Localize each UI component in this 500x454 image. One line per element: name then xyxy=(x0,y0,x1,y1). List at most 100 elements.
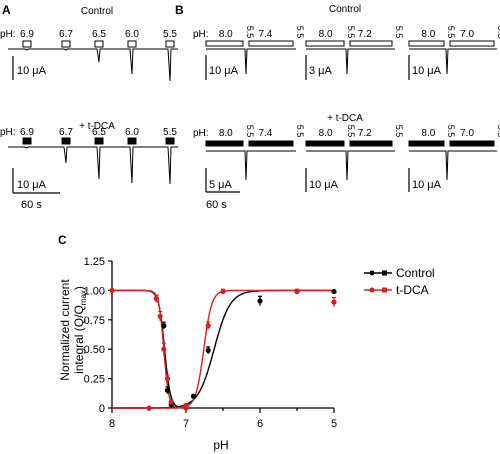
data-point-t-dca-desensitization-4 xyxy=(164,376,171,382)
panel-a-tdca-ph-5.5: 5.5 xyxy=(163,127,177,138)
panel-b-tdca-g2-test-ph-1: 5.5 xyxy=(346,125,356,138)
data-point-control-activation-2 xyxy=(205,347,211,353)
panel-c-data-points xyxy=(109,287,337,411)
panel-b-control-g2-bar-7.2 xyxy=(349,40,393,47)
legend: Control t-DCA xyxy=(364,266,435,297)
panel-b-tdca-g2-ph-7.2: 7.2 xyxy=(358,128,372,139)
y-axis-label-integral: integral (Q/Q xyxy=(72,305,86,374)
y-tick-label-0.25: 0.25 xyxy=(84,374,105,386)
legend-control-label: Control xyxy=(396,266,435,280)
panel-b-control-g1-bar-7.4 xyxy=(248,40,294,47)
panel-b-control-g2-ph-7.2: 7.2 xyxy=(358,29,372,40)
x-tick-label-7: 7 xyxy=(183,418,189,430)
legend-tdca-square-marker xyxy=(382,287,387,293)
legend-tdca-circle-marker xyxy=(369,287,375,293)
panel-a-letter: A xyxy=(2,3,11,17)
fit-curve-control-activation xyxy=(112,289,334,409)
panel-a-tdca-trace xyxy=(8,146,178,185)
panel-a-tdca-current-scale-label: 10 μA xyxy=(17,179,47,191)
panel-a-tdca-ph-labels: pH: 6.9 6.7 6.5 6.0 5.5 xyxy=(0,127,177,145)
panel-b-tdca-g2-ph-8.0: 8.0 xyxy=(319,128,333,139)
panel-b-tdca-g3-ph-7.0: 7.0 xyxy=(460,128,474,139)
y-axis-label-line1: Normalized current xyxy=(58,279,72,381)
data-point-control-desensitization-1 xyxy=(161,323,167,329)
panel-b-tdca-g3-test-ph-1: 5.5 xyxy=(446,125,456,138)
legend-control-circle-marker xyxy=(369,270,375,276)
panel-b-control-g3-test-ph-1: 5.5 xyxy=(446,26,456,39)
panel-b-tdca-g2-test-ph-2: 5.5 xyxy=(394,125,404,138)
panel-a-tdca-ph-6.7: 6.7 xyxy=(59,127,73,138)
panel-b-time-scale-label: 60 s xyxy=(206,199,227,211)
panel-a-control-ph-5.5: 5.5 xyxy=(163,29,177,40)
panel-b-condition-control: Control xyxy=(329,4,361,15)
panel-b-control-g2-current-trace xyxy=(306,48,395,75)
panel-b-control-g2-bar-8.0 xyxy=(305,40,345,47)
panel-b-tdca-g3-ph-8.0: 8.0 xyxy=(421,128,435,139)
panel-a-tdca-ph-6.0: 6.0 xyxy=(125,127,139,138)
panel-b-tdca-ph-prefix: pH: xyxy=(193,128,209,139)
data-point-control-activation-3 xyxy=(257,298,263,304)
panel-b-tdca-g2-bar-7.2 xyxy=(349,140,393,147)
panel-b-control-g2-test-ph-1: 5.5 xyxy=(346,26,356,39)
y-axis-label-sub: max xyxy=(79,290,88,305)
panel-a-condition-tdca: + t-DCA xyxy=(79,121,115,132)
panel-b-control-g3-ph-8.0: 8.0 xyxy=(421,29,435,40)
panel-b-tdca-g3-current-scale-label: 10 μA xyxy=(412,179,442,191)
panel-b-control-g1-ph-7.4: 7.4 xyxy=(258,29,272,40)
y-tick-label-0: 0 xyxy=(99,403,105,415)
panel-a-tdca-ph-6.5: 6.5 xyxy=(92,127,106,138)
fit-curve-control-desensitization xyxy=(112,289,190,409)
panel-a-control-ph-6.0: 6.0 xyxy=(125,29,139,40)
panel-b-tdca-traces: 8.0 7.45.5 5.55 μA8.0 7.25.5 5.510 μA8.0 7.05… xyxy=(205,125,500,192)
panel-b-control-g1-current-scale-label: 10 μA xyxy=(209,65,239,77)
panel-a-tdca-ph-6.9: 6.9 xyxy=(20,127,34,138)
panel-b-tdca-g1-ph-8.0: 8.0 xyxy=(219,128,233,139)
panel-b-control-g3-ph-7.0: 7.0 xyxy=(460,29,474,40)
data-point-t-dca-desensitization-5 xyxy=(168,399,174,405)
data-point-t-dca-desensitization-3 xyxy=(161,346,167,352)
data-point-control-desensitization-2 xyxy=(164,387,171,393)
data-point-t-dca-desensitization-0 xyxy=(109,287,115,293)
data-point-control-activation-1 xyxy=(190,393,196,399)
data-point-control-activation-5 xyxy=(331,288,337,295)
panel-a-time-scale-label: 60 s xyxy=(21,199,42,211)
panel-a-control-trace xyxy=(8,48,178,82)
panel-a-control-ph-labels: pH: 6.9 6.7 6.5 6.0 5.5 xyxy=(0,29,177,48)
panel-a-control-ph-6.5: 6.5 xyxy=(92,29,106,40)
x-tick-label-5: 5 xyxy=(331,418,337,430)
panel-b-tdca-g1-bar-8.0 xyxy=(205,140,244,147)
panel-a-control-ph-6.9: 6.9 xyxy=(20,29,34,40)
panel-b-tdca-g2-bar-8.0 xyxy=(305,140,345,147)
panel-a-tdca-ph-pulse-6.0 xyxy=(127,137,137,145)
panel-a-condition-control: Control xyxy=(81,6,113,17)
panel-c-axes: 0 0.25 0.50 0.75 1.00 1.25 8 7 6 5 xyxy=(84,256,337,430)
panel-b-tdca-g2-current-scale-label: 10 μA xyxy=(309,179,339,191)
fit-curve-t-dca-activation xyxy=(112,289,334,409)
data-point-t-dca-desensitization-1 xyxy=(153,296,159,302)
data-point-t-dca-activation-1 xyxy=(183,403,189,409)
y-tick-label-0.75: 0.75 xyxy=(84,315,105,327)
y-tick-label-1.00: 1.00 xyxy=(84,285,105,297)
y-axis-label: Normalized current integral (Q/Qmax) xyxy=(58,279,88,381)
panel-b-tdca-g1-bar-7.4 xyxy=(248,140,294,147)
x-axis-label: pH xyxy=(213,438,228,452)
panel-b-control-g1-test-ph-1: 5.5 xyxy=(245,26,255,39)
panel-b-tdca-g1-current-trace xyxy=(206,150,296,181)
data-point-t-dca-desensitization-2 xyxy=(157,313,163,319)
panel-b-tdca-g2-current-trace xyxy=(306,150,395,181)
panel-b-control-g3-test-ph-2: 5.5 xyxy=(496,26,500,39)
panel-a-control-current-trace xyxy=(8,48,178,82)
panel-b-tdca-g1-current-scale-label: 5 μA xyxy=(209,179,233,191)
y-tick-label-0.50: 0.50 xyxy=(84,344,105,356)
panel-b-control-g1-ph-8.0: 8.0 xyxy=(219,29,233,40)
panel-a-control-current-scale-label: 10 μA xyxy=(17,65,47,77)
panel-b-control-g2-current-scale-label: 3 μA xyxy=(309,65,333,77)
panel-b-control-g3-bar-8.0 xyxy=(408,40,445,47)
panel-b-control-ph-prefix: pH: xyxy=(193,29,209,40)
panel-b-condition-tdca: + t-DCA xyxy=(327,113,363,124)
panel-b-tdca-g3-current-trace xyxy=(409,150,497,181)
panel-b-tdca-g1-test-ph-2: 5.5 xyxy=(295,125,305,138)
panel-a-tdca-current-trace xyxy=(8,146,178,185)
x-tick-label-8: 8 xyxy=(109,418,115,430)
data-point-t-dca-activation-3 xyxy=(220,288,226,295)
